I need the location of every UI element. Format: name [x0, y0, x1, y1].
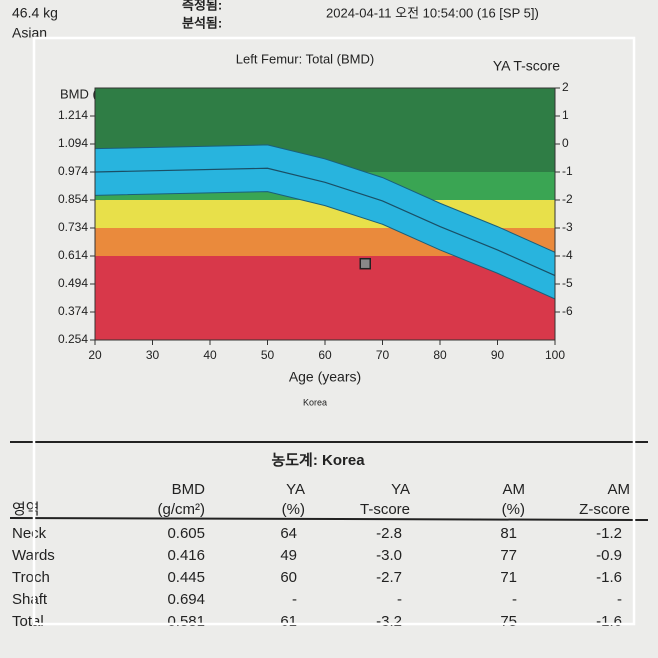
x-tick-label: 50: [261, 348, 275, 362]
patient-point: [359, 257, 371, 270]
table-cell: -: [397, 591, 402, 608]
x-tick-label: 100: [545, 348, 565, 362]
column-header: BMD: [172, 481, 206, 498]
y-tick-label: 0.254: [58, 332, 88, 346]
table-cell: 60: [280, 569, 297, 586]
column-header: YA: [391, 481, 410, 498]
table-cell: 0.694: [167, 591, 205, 608]
selection-frame: [32, 36, 636, 626]
column-header: 영역: [12, 501, 40, 518]
table-cell: 81: [500, 525, 517, 542]
y2-tick-label: 0: [562, 136, 569, 150]
table-cell: -2.8: [376, 525, 402, 542]
column-header: (%): [502, 501, 525, 518]
y2-tick-label: -1: [562, 164, 573, 178]
table-cell: 49: [280, 547, 297, 564]
table-cell: 75: [500, 613, 517, 630]
table-cell: 77: [500, 547, 517, 564]
table-cell: 61: [280, 613, 297, 630]
x-tick-label: 80: [433, 348, 447, 362]
table-cell: -: [617, 591, 622, 608]
table-cell: Troch: [12, 569, 50, 586]
y2-tick-label: -5: [562, 276, 573, 290]
x-label: Age (years): [289, 369, 361, 385]
y-tick-label: 1.214: [58, 108, 88, 122]
column-header: AM: [608, 481, 631, 498]
note: Korea: [303, 397, 327, 407]
y2-label: YA T-score: [493, 58, 560, 74]
table-cell: Total: [12, 613, 44, 630]
table-cell: 0.581: [167, 613, 205, 630]
table-cell: Shaft: [12, 591, 48, 608]
y2-tick-label: 1: [562, 108, 569, 122]
table-cell: 0.445: [167, 569, 205, 586]
table-cell: -3.2: [376, 613, 402, 630]
table-cell: -3.0: [376, 547, 402, 564]
y-tick-label: 0.974: [58, 164, 88, 178]
analyzed-value: 2024-04-11 오전 10:54:00 (16 [SP 5]): [326, 5, 539, 20]
column-header: (g/cm²): [158, 501, 206, 518]
table-cell: -1.6: [596, 569, 622, 586]
x-tick-label: 20: [88, 348, 102, 362]
table-title: 농도계: Korea: [271, 452, 365, 469]
table-cell: -0.9: [596, 547, 622, 564]
y2-tick-label: -6: [562, 304, 573, 318]
table-cell: 0.605: [167, 525, 205, 542]
x-tick-label: 60: [318, 348, 332, 362]
x-tick-label: 70: [376, 348, 390, 362]
weight: 46.4 kg: [12, 5, 58, 21]
table-cell: 71: [500, 569, 517, 586]
measured-label: 측정됨:: [182, 0, 222, 12]
y-tick-label: 1.094: [58, 136, 88, 150]
zone: [95, 256, 555, 340]
y-tick-label: 0.854: [58, 192, 88, 206]
y-tick-label: 0.614: [58, 248, 88, 262]
table-cell: -1.6: [596, 613, 622, 630]
x-tick-label: 40: [203, 348, 217, 362]
y2-tick-label: -3: [562, 220, 573, 234]
table-cell: Neck: [12, 525, 47, 542]
table-cell: -: [292, 591, 297, 608]
analyzed-label: 분석됨:: [182, 15, 222, 30]
y-tick-label: 0.734: [58, 220, 88, 234]
table-cell: -: [512, 591, 517, 608]
table-cell: -1.2: [596, 525, 622, 542]
chart-title: Left Femur: Total (BMD): [236, 51, 374, 66]
y2-tick-label: -2: [562, 192, 573, 206]
table-cell: -2.7: [376, 569, 402, 586]
table-cell: 0.416: [167, 547, 205, 564]
table-rule: [9, 517, 649, 521]
y2-tick-label: 2: [562, 80, 569, 94]
column-header: Z-score: [579, 501, 630, 518]
column-header: AM: [503, 481, 526, 498]
column-header: T-score: [360, 501, 410, 518]
column-header: YA: [286, 481, 305, 498]
y2-tick-label: -4: [562, 248, 573, 262]
x-tick-label: 90: [491, 348, 505, 362]
table-cell: 64: [280, 525, 297, 542]
column-header: (%): [282, 501, 305, 518]
y-tick-label: 0.374: [58, 304, 88, 318]
y-tick-label: 0.494: [58, 276, 88, 290]
x-tick-label: 30: [146, 348, 160, 362]
ethnicity: Asian: [12, 25, 47, 41]
reference-mean: [94, 167, 556, 277]
